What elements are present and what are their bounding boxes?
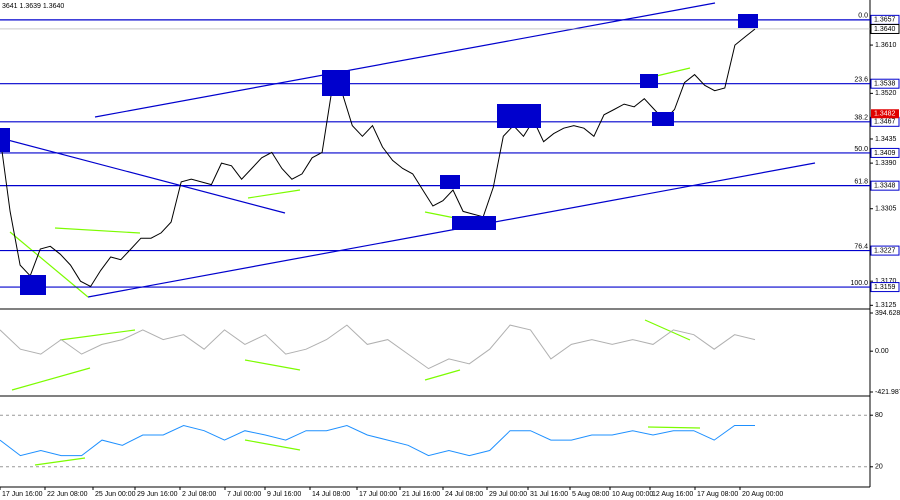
x-tick-label: 25 Jun 00:00 (95, 491, 136, 498)
divergence-line (34, 457, 86, 466)
highlight-box (497, 104, 541, 128)
y-tick-label: 394.6289 (875, 310, 900, 317)
alert-price-box (871, 109, 899, 119)
x-tick-label: 17 Jul 00:00 (359, 491, 397, 498)
x-tick-label: 22 Jun 08:00 (47, 491, 88, 498)
x-tick-label: 14 Jul 08:00 (312, 491, 350, 498)
fib-level-name: 38.2 (854, 115, 868, 122)
price-line (0, 324, 756, 370)
frame (0, 0, 871, 488)
divergence-line (244, 439, 301, 451)
x-tick-label: 29 Jun 16:00 (137, 491, 178, 498)
x-tick-label: 17 Jun 16:00 (2, 491, 43, 498)
x-tick-label: 9 Jul 16:00 (267, 491, 301, 498)
fib-level-name: 61.8 (854, 179, 868, 186)
fib-level-name: 0.0 (858, 13, 868, 20)
price-label: 1.3159 (874, 284, 896, 291)
price-label: 1.3348 (874, 183, 896, 190)
trend-line (0, 137, 286, 214)
highlight-box (20, 275, 46, 295)
x-tick-label: 2 Jul 08:00 (182, 491, 216, 498)
divergence-line (424, 369, 461, 381)
highlight-box (640, 74, 658, 88)
last-price-box (870, 23, 900, 34)
x-tick-label: 20 Aug 00:00 (742, 491, 783, 498)
divergence-line (11, 367, 91, 391)
chart-title: 3641 1.3639 1.3640 (2, 3, 64, 10)
y-tick-label: 1.3125 (875, 302, 897, 309)
highlight-box (738, 14, 758, 28)
price-label-box (870, 147, 900, 158)
x-tick-label: 7 Jul 00:00 (227, 491, 261, 498)
highlight-box (452, 216, 496, 230)
price-label: 1.3657 (874, 17, 896, 24)
y-tick-label: 1.3610 (875, 42, 897, 49)
price-label-box (870, 180, 900, 191)
annotations (0, 2, 816, 466)
divergence-line (644, 319, 691, 341)
highlight-box (652, 112, 674, 126)
price-label: 1.3409 (874, 150, 896, 157)
y-tick-label: 1.3520 (875, 90, 897, 97)
highlight-box (440, 175, 460, 189)
y-tick-label: 20 (875, 464, 883, 471)
highlight-box (322, 70, 350, 96)
price-label-box (870, 245, 900, 256)
trend-line (94, 2, 716, 118)
fib-level-name: 50.0 (854, 146, 868, 153)
price-label-box (870, 282, 900, 293)
y-tick-label: 1.3170 (875, 278, 897, 285)
divergence-line (54, 227, 141, 234)
price-line (0, 28, 756, 288)
y-tick-label: 0.00 (875, 348, 889, 355)
x-tick-label: 5 Aug 08:00 (572, 491, 609, 498)
fib-level-name: 100.0 (850, 280, 868, 287)
y-tick-label: 1.3435 (875, 136, 897, 143)
divergence-line (9, 231, 89, 298)
price-label-box (870, 78, 900, 89)
y-tick-label: 80 (875, 412, 883, 419)
x-tick-label: 12 Aug 16:00 (652, 491, 693, 498)
price-line (0, 424, 755, 457)
x-tick-label: 10 Aug 00:00 (612, 491, 653, 498)
x-tick-label: 31 Jul 16:00 (530, 491, 568, 498)
x-tick-label: 29 Jul 00:00 (489, 491, 527, 498)
last-price-label: 1.3640 (874, 26, 896, 33)
divergence-line (247, 189, 301, 199)
fib-level-name: 23.6 (854, 77, 868, 84)
fib-level-name: 76.4 (854, 243, 868, 250)
divergence-line (244, 359, 301, 371)
y-tick-label: 1.3390 (875, 160, 897, 167)
divergence-line (647, 426, 701, 429)
x-tick-label: 21 Jul 16:00 (402, 491, 440, 498)
highlight-box (0, 128, 10, 152)
x-tick-label: 24 Jul 08:00 (445, 491, 483, 498)
highlight-boxes (0, 14, 758, 295)
price-label: 1.3538 (874, 81, 896, 88)
y-tick-label: 1.3305 (875, 206, 897, 213)
divergence-line (59, 329, 136, 341)
price-label: 1.3227 (874, 247, 896, 254)
price-label: 1.3467 (874, 119, 896, 126)
y-tick-label: -421.9876 (875, 389, 900, 396)
alert-price-label: 1.3482 (874, 111, 896, 118)
x-tick-label: 17 Aug 08:00 (697, 491, 738, 498)
